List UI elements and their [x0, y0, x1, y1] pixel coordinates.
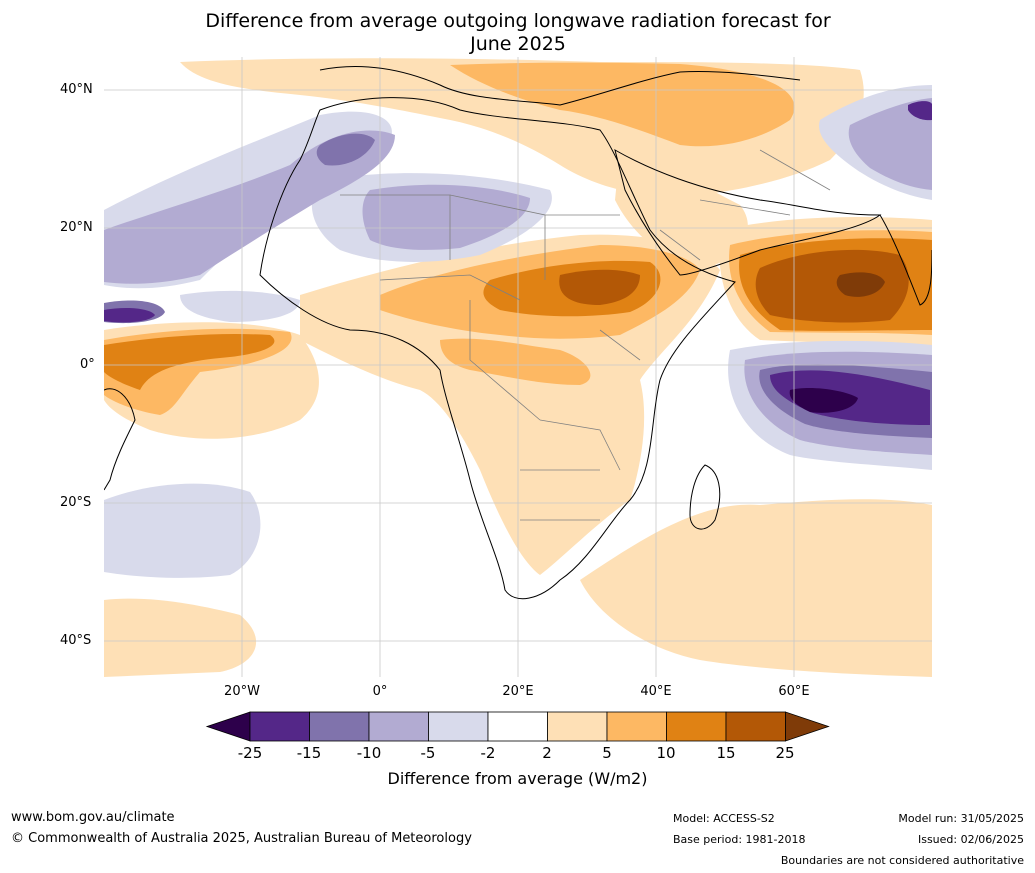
footer-model-run: Model run: 31/05/2025	[898, 812, 1024, 825]
lon-label-20e: 20°E	[502, 684, 534, 699]
madagascar-coastline	[689, 464, 721, 530]
coastlines	[104, 66, 932, 600]
colorbar-tick: 10	[656, 744, 676, 762]
footer-copyright: © Commonwealth of Australia 2025, Austra…	[11, 831, 472, 846]
anomaly-region-minus10-minus15-sahara	[362, 184, 530, 250]
colorbar-segment	[606, 711, 667, 742]
lat-label-40s: 40°S	[60, 633, 92, 648]
lat-label-20s: 20°S	[60, 495, 92, 510]
lat-label-40n: 40°N	[60, 82, 93, 97]
colorbar-tick: -10	[356, 744, 382, 762]
colorbar-segment	[249, 711, 310, 742]
colorbar-tick: -2	[480, 744, 496, 762]
colorbar-tick: -5	[420, 744, 436, 762]
lat-label-20n: 20°N	[60, 220, 93, 235]
footer-base-period: Base period: 1981-2018	[673, 833, 806, 846]
lon-label-40e: 40°E	[640, 684, 672, 699]
footer-issued: Issued: 02/06/2025	[917, 833, 1024, 846]
colorbar-tick: 2	[542, 744, 552, 762]
colorbar-segment	[666, 711, 727, 742]
graticule	[104, 57, 932, 677]
footer-model: Model: ACCESS-S2	[673, 812, 775, 825]
anomaly-region-15-25-atlantic	[104, 334, 275, 390]
colorbar-segment	[725, 711, 786, 742]
anomaly-region-minus10-minus15-central-asia	[848, 98, 932, 190]
india-coastline	[879, 214, 932, 306]
anomaly-region-min-indian	[789, 387, 858, 413]
anomaly-region-minus15-minus25-maghreb	[316, 133, 375, 166]
colorbar-label: Difference from average (W/m2)	[387, 769, 648, 788]
anomaly-region-minus10-minus15-north-atlantic	[104, 130, 395, 284]
map-panel	[104, 57, 932, 677]
colorbar-tick: 5	[602, 744, 612, 762]
colorbar-extend-high	[785, 711, 830, 742]
colorbar-segment	[309, 711, 370, 742]
lon-label-20w: 20°W	[224, 684, 260, 699]
anomaly-region-5-10-south-indian	[580, 499, 932, 677]
anomaly-region-max-arabian-sea	[836, 272, 885, 297]
anomaly-region-5-10-south-atlantic-lower	[104, 598, 257, 677]
country-borders	[340, 149, 831, 521]
colorbar-segment	[487, 711, 548, 742]
colorbar-tick: 15	[716, 744, 736, 762]
colorbar-tick: -15	[296, 744, 322, 762]
anomaly-region-gt25-sudan	[559, 269, 640, 305]
title-line-1: Difference from average outgoing longwav…	[205, 10, 831, 32]
colorbar-segment	[547, 711, 608, 742]
anomaly-region-5-10-arabia	[615, 150, 748, 270]
lat-label-0: 0°	[80, 357, 95, 372]
footer-disclaimer: Boundaries are not considered authoritat…	[780, 854, 1024, 867]
anomaly-region-lt-minus25-west-atlantic	[104, 307, 155, 323]
anomaly-region-minus5-minus10-south-atlantic	[104, 483, 261, 578]
lon-label-60e: 60°E	[778, 684, 810, 699]
colorbar-segment	[368, 711, 429, 742]
anomaly-region-10-15-mideast	[450, 62, 795, 147]
lon-label-0: 0°	[372, 684, 388, 699]
europe-coastline	[319, 66, 801, 106]
arabian-peninsula-coastline	[614, 148, 882, 276]
south-america-coastline	[104, 388, 136, 491]
colorbar-tick: -25	[237, 744, 263, 762]
map-title: Difference from average outgoing longwav…	[104, 10, 932, 56]
colorbar	[205, 711, 830, 742]
colorbar-segment	[428, 711, 489, 742]
footer-website: www.bom.gov.au/climate	[11, 810, 175, 825]
title-line-2: June 2025	[470, 33, 566, 55]
anomaly-region-10-15-equatorial	[440, 338, 591, 385]
colorbar-tick: 25	[775, 744, 795, 762]
colorbar-extend-low	[205, 711, 251, 742]
anomaly-region-lt-minus25-central-asia	[908, 101, 932, 121]
africa-coastline	[259, 97, 736, 600]
anomaly-region-minus5-minus10-west-africa	[180, 290, 300, 322]
